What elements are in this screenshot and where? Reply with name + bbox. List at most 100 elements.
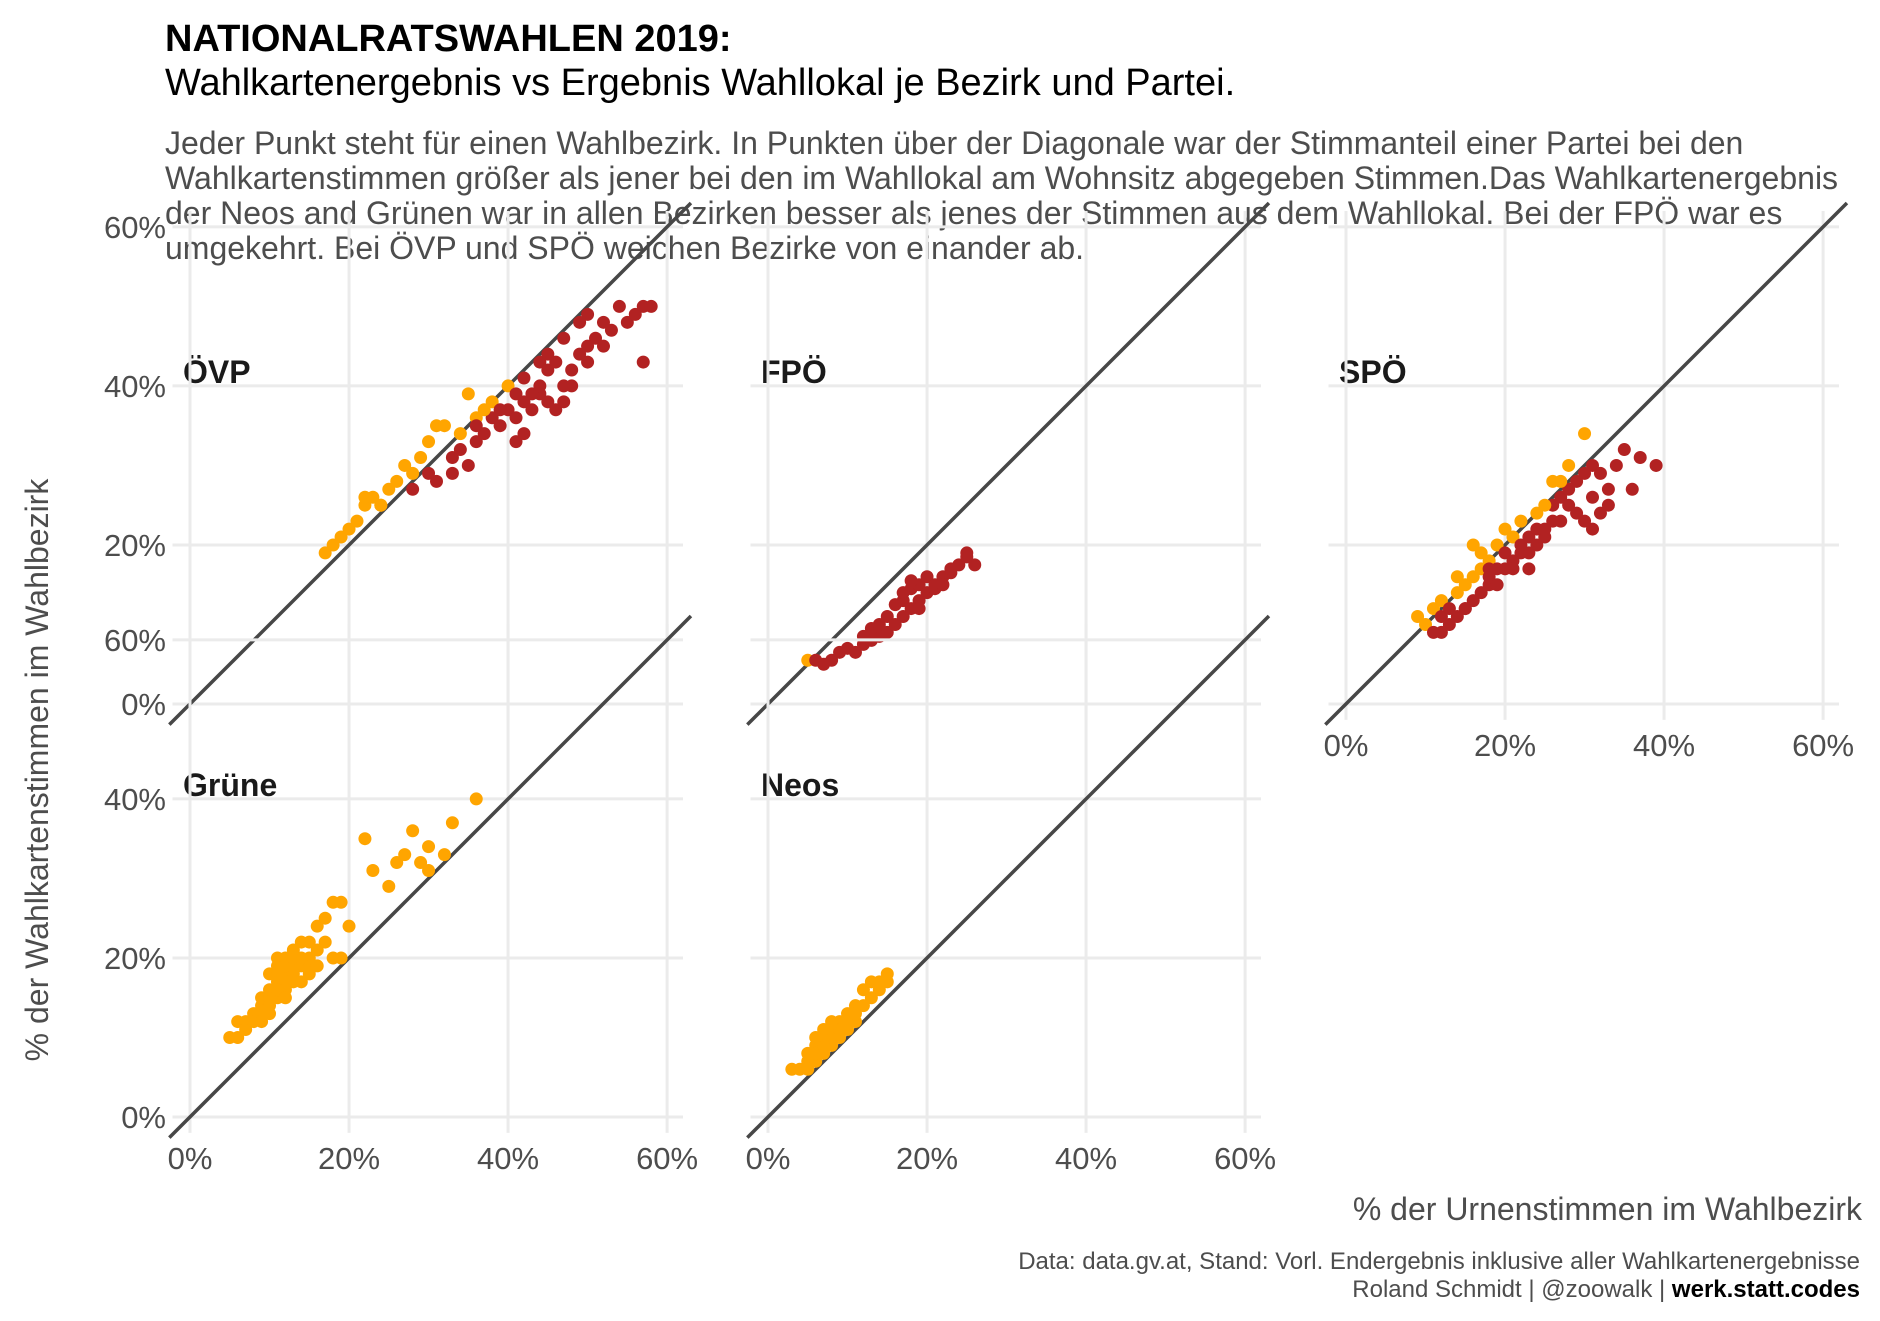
data-point	[469, 419, 483, 433]
data-point	[801, 1062, 815, 1076]
author-line: Roland Schmidt | @zoowalk | werk.statt.c…	[1018, 1276, 1860, 1304]
data-point	[493, 403, 507, 417]
data-point	[872, 617, 886, 631]
x-tick-label: 60%	[1214, 1141, 1276, 1176]
data-point	[1570, 506, 1584, 520]
data-point	[565, 363, 579, 377]
facet-panel-4: Grüne 0% 20% 40% 60% 0% 20% 40% 60%	[104, 614, 698, 1176]
data-point	[1522, 530, 1536, 544]
data-point	[573, 315, 587, 329]
data-point	[1490, 578, 1504, 592]
data-point	[278, 959, 292, 973]
data-point	[1466, 538, 1480, 552]
data-point	[825, 1030, 839, 1044]
data-point	[1434, 594, 1448, 608]
y-tick-label: 20%	[104, 941, 166, 976]
data-point	[509, 411, 523, 425]
author-credit: Roland Schmidt | @zoowalk |	[1352, 1276, 1672, 1303]
data-point	[1466, 594, 1480, 608]
data-point	[414, 451, 428, 464]
data-point	[1546, 514, 1560, 528]
x-axis-title: % der Urnenstimmen im Wahlbezirk	[1353, 1191, 1863, 1227]
data-point	[848, 645, 862, 659]
data-point	[1562, 458, 1576, 472]
brand-name: werk.statt.codes	[1671, 1276, 1860, 1303]
data-point	[1593, 466, 1607, 480]
data-point	[1554, 490, 1568, 504]
footer: Data: data.gv.at, Stand: Vorl. Endergebn…	[1018, 1248, 1860, 1304]
data-point	[1522, 562, 1536, 576]
data-point	[366, 490, 380, 504]
data-point	[445, 816, 459, 830]
data-point	[1609, 458, 1623, 472]
data-point	[1554, 474, 1568, 488]
data-point	[581, 355, 595, 369]
data-point	[1498, 546, 1512, 560]
panel-title: Grüne	[183, 767, 277, 803]
data-point	[565, 379, 579, 393]
data-point	[1411, 610, 1425, 624]
data-point	[1578, 514, 1592, 528]
data-point	[501, 379, 515, 393]
data-point	[302, 935, 316, 949]
data-point	[318, 546, 332, 560]
data-point	[294, 975, 308, 989]
x-tick-label: 20%	[318, 1141, 380, 1176]
y-tick-label: 0%	[121, 1100, 166, 1135]
y-tick-label: 60%	[104, 623, 166, 658]
data-point	[1625, 482, 1639, 496]
data-point	[864, 991, 878, 1005]
facet-panel-2: FPÖ	[746, 201, 1271, 726]
data-point	[644, 299, 658, 313]
diagonal-reference-line	[1324, 201, 1849, 726]
data-point	[406, 466, 420, 480]
data-point	[231, 1030, 245, 1044]
data-point	[1426, 602, 1440, 616]
data-point	[318, 935, 332, 949]
data-point	[809, 1030, 823, 1044]
x-tick-label: 40%	[1055, 1141, 1117, 1176]
data-point	[1586, 522, 1599, 536]
data-point	[968, 558, 982, 572]
data-point	[872, 975, 886, 989]
data-point	[485, 411, 499, 425]
data-point	[557, 331, 571, 345]
data-point	[239, 1023, 253, 1037]
facet-panel-1: ÖVP 0% 20% 40% 60%	[104, 201, 693, 726]
chart-description: Jeder Punkt steht für einen Wahlbezirk. …	[165, 125, 1839, 266]
data-point	[270, 983, 284, 997]
data-point	[1633, 451, 1647, 464]
chart-title: NATIONALRATSWAHLEN 2019:	[165, 18, 732, 60]
data-point	[541, 347, 555, 361]
data-point	[453, 443, 467, 457]
data-point	[1450, 570, 1464, 584]
data-point	[856, 983, 870, 997]
data-point	[1530, 522, 1544, 536]
data-point	[270, 967, 284, 981]
data-point	[1506, 530, 1520, 544]
data-point	[1514, 538, 1528, 552]
data-point	[437, 848, 451, 862]
data-point	[596, 315, 610, 329]
data-point	[286, 967, 300, 981]
data-point	[1434, 610, 1448, 624]
data-point	[366, 864, 380, 877]
data-point	[445, 466, 459, 480]
data-point	[1538, 530, 1552, 544]
data-point	[318, 911, 332, 925]
data-point	[517, 395, 531, 409]
data-point	[848, 1007, 862, 1021]
y-axis-title: % der Wahlkartenstimmen im Wahlbezirk	[19, 478, 55, 1062]
data-point	[541, 395, 555, 409]
data-point	[445, 451, 459, 464]
data-point	[880, 625, 894, 639]
data-point	[334, 951, 348, 965]
data-point	[278, 975, 292, 989]
diagonal-reference-line	[746, 201, 1271, 726]
data-point	[825, 653, 839, 667]
data-point	[1586, 458, 1599, 472]
data-point	[382, 879, 396, 893]
data-point	[581, 307, 595, 321]
data-point	[398, 458, 412, 472]
data-point	[525, 403, 539, 417]
